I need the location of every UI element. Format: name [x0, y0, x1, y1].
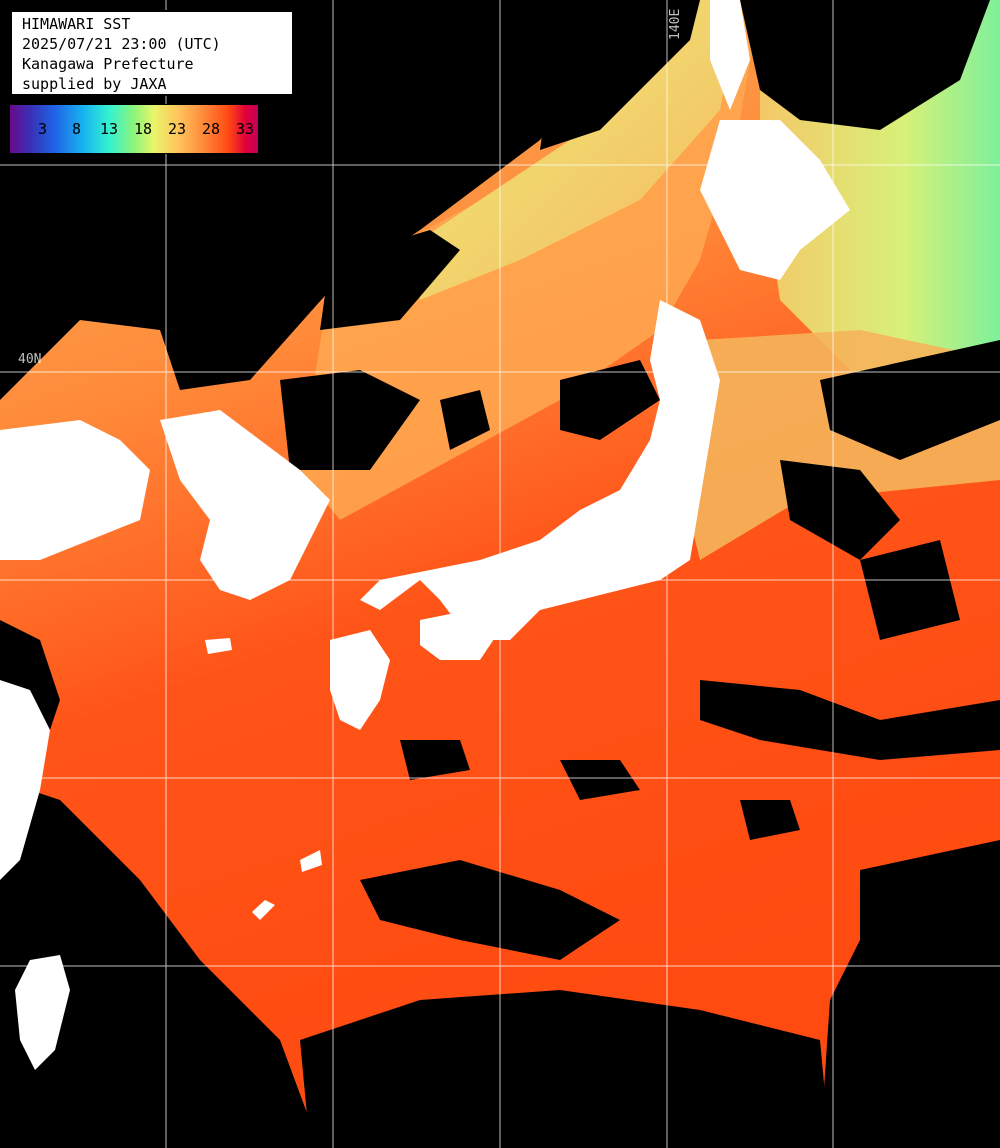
cloud-center-small-1	[560, 760, 640, 800]
cloud-sea-japan-4	[560, 360, 660, 440]
colorbar-tick-18: 18	[134, 120, 153, 138]
info-region: Kanagawa Prefecture	[22, 55, 194, 73]
land-kyushu	[330, 630, 390, 730]
land-shikoku	[420, 610, 500, 660]
cloud-sea-japan-3	[440, 390, 490, 450]
cloud-center-small-2	[400, 740, 470, 780]
colorbar-tick-13: 13	[100, 120, 119, 138]
cloud-east-2	[780, 460, 900, 560]
colorbar-tick-23: 23	[168, 120, 187, 138]
info-title: HIMAWARI SST	[22, 15, 131, 33]
colorbar-labels: 3 8 13 18 23 28 33	[10, 119, 260, 139]
grid-label-140e: 140E	[668, 8, 683, 40]
land-china-northeast	[0, 420, 150, 560]
cloud-sea-japan-2	[280, 370, 420, 470]
land-china-east-coast	[0, 680, 50, 880]
colorbar-tick-8: 8	[72, 120, 82, 138]
grid-label-30n: 30N	[18, 760, 42, 775]
land-hokkaido	[700, 120, 850, 280]
land-taiwan	[15, 955, 70, 1070]
cloud-east-1	[820, 340, 1000, 460]
grid-label-40n: 40N	[18, 352, 42, 367]
cloud-south-band	[360, 860, 620, 960]
info-source: supplied by JAXA	[22, 75, 167, 93]
land-shandong	[0, 470, 70, 530]
colorbar-tick-3: 3	[38, 120, 48, 138]
info-datetime: 2025/07/21 23:00 (UTC)	[22, 35, 221, 53]
cloud-southwest	[0, 780, 320, 1148]
land-korea	[160, 410, 330, 600]
land-sakhalin	[710, 0, 750, 110]
colorbar-tick-33: 33	[236, 120, 255, 138]
cloud-east-3	[860, 540, 960, 640]
cloud-east-4	[700, 680, 1000, 760]
land-honshu	[360, 300, 720, 640]
cloud-sea-japan-1	[320, 230, 460, 330]
info-box: HIMAWARI SST 2025/07/21 23:00 (UTC) Kana…	[10, 10, 294, 96]
cloud-south-east	[820, 840, 1000, 1148]
colorbar-tick-28: 28	[202, 120, 221, 138]
cloud-hokkaido-north	[740, 0, 990, 130]
cloud-north-center	[540, 0, 700, 150]
cloud-north-west	[0, 0, 640, 400]
temperature-colorbar: 3 8 13 18 23 28 33	[9, 104, 259, 154]
land-small-islands	[252, 850, 322, 920]
cloud-center-small-3	[740, 800, 800, 840]
cloud-south	[300, 990, 830, 1148]
land-jeju	[205, 638, 232, 654]
